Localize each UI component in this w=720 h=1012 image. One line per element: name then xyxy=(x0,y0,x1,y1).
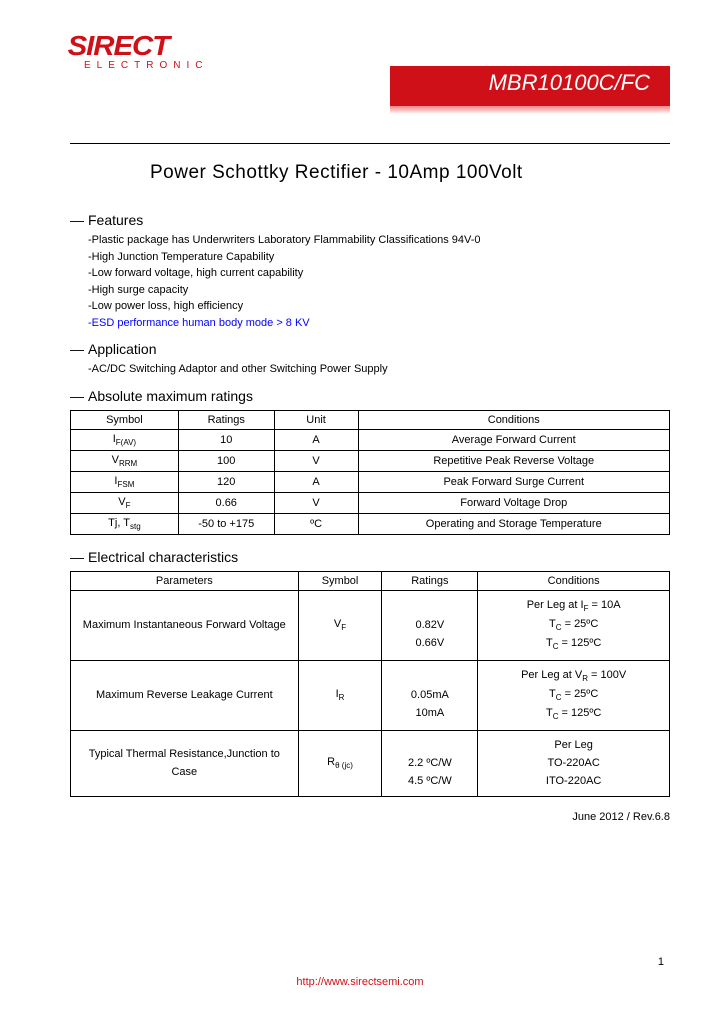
cell-symbol: IF(AV) xyxy=(71,429,179,450)
cell-unit: ºC xyxy=(274,514,358,535)
cell-unit: A xyxy=(274,429,358,450)
cell-symbol: IR xyxy=(298,661,382,731)
feature-item: -High surge capacity xyxy=(88,282,670,299)
brand-logo: SIRECT ELECTRONIC xyxy=(70,30,670,71)
cell-cond: Operating and Storage Temperature xyxy=(358,514,670,535)
application-heading: —Application xyxy=(70,341,670,357)
table-row: Maximum Reverse Leakage Current IR 0.05m… xyxy=(71,661,670,731)
col-symbol: Symbol xyxy=(71,410,179,429)
page-title: Power Schottky Rectifier - 10Amp 100Volt xyxy=(150,162,670,184)
table-header-row: Symbol Ratings Unit Conditions xyxy=(71,410,670,429)
cell-symbol: IFSM xyxy=(71,471,179,492)
cell-cond: Peak Forward Surge Current xyxy=(358,471,670,492)
cell-cond: Per Leg at VR = 100VTC = 25ºCTC = 125ºC xyxy=(478,661,670,731)
cell-rating: -50 to +175 xyxy=(178,514,274,535)
features-heading-text: Features xyxy=(88,212,143,228)
col-parameters: Parameters xyxy=(71,572,299,591)
col-ratings: Ratings xyxy=(382,572,478,591)
col-conditions: Conditions xyxy=(478,572,670,591)
logo-brand-text: SIRECT xyxy=(68,30,170,62)
table-row: IFSM120APeak Forward Surge Current xyxy=(71,471,670,492)
feature-item: -High Junction Temperature Capability xyxy=(88,249,670,266)
cell-unit: V xyxy=(274,450,358,471)
col-conditions: Conditions xyxy=(358,410,670,429)
application-list: -AC/DC Switching Adaptor and other Switc… xyxy=(88,361,670,378)
feature-item: -Low forward voltage, high current capab… xyxy=(88,265,670,282)
cell-symbol: VRRM xyxy=(71,450,179,471)
cell-rating: 100 xyxy=(178,450,274,471)
features-heading: —Features xyxy=(70,212,670,228)
cell-cond: Forward Voltage Drop xyxy=(358,493,670,514)
cell-cond: Average Forward Current xyxy=(358,429,670,450)
table-row: Tj, Tstg-50 to +175ºCOperating and Stora… xyxy=(71,514,670,535)
cell-rating: 10 xyxy=(178,429,274,450)
revision-text: June 2012 / Rev.6.8 xyxy=(70,811,670,823)
abs-max-table: Symbol Ratings Unit Conditions IF(AV)10A… xyxy=(70,410,670,536)
elec-heading: —Electrical characteristics xyxy=(70,549,670,565)
col-symbol: Symbol xyxy=(298,572,382,591)
cell-cond: Per Leg at IF = 10ATC = 25ºCTC = 125ºC xyxy=(478,591,670,661)
cell-cond: Per LegTO-220ACITO-220AC xyxy=(478,731,670,797)
cell-param: Maximum Reverse Leakage Current xyxy=(71,661,299,731)
feature-item: -Low power loss, high efficiency xyxy=(88,298,670,315)
feature-item-esd: -ESD performance human body mode > 8 KV xyxy=(88,315,670,332)
col-ratings: Ratings xyxy=(178,410,274,429)
part-number-banner-shadow xyxy=(390,106,670,114)
cell-symbol: VF xyxy=(298,591,382,661)
table-row: IF(AV)10AAverage Forward Current xyxy=(71,429,670,450)
footer-url: http://www.sirectsemi.com xyxy=(0,976,720,988)
elec-heading-text: Electrical characteristics xyxy=(88,549,238,565)
cell-symbol: Rθ (jc) xyxy=(298,731,382,797)
cell-symbol: Tj, Tstg xyxy=(71,514,179,535)
elec-table: Parameters Symbol Ratings Conditions Max… xyxy=(70,571,670,797)
cell-ratings: 0.82V0.66V xyxy=(382,591,478,661)
table-header-row: Parameters Symbol Ratings Conditions xyxy=(71,572,670,591)
table-row: Maximum Instantaneous Forward Voltage VF… xyxy=(71,591,670,661)
part-number-text: MBR10100C/FC xyxy=(390,70,650,96)
cell-symbol: VF xyxy=(71,493,179,514)
cell-ratings: 2.2 ºC/W4.5 ºC/W xyxy=(382,731,478,797)
cell-rating: 120 xyxy=(178,471,274,492)
cell-param: Typical Thermal Resistance,Junction to C… xyxy=(71,731,299,797)
col-unit: Unit xyxy=(274,410,358,429)
application-item: -AC/DC Switching Adaptor and other Switc… xyxy=(88,361,670,378)
page-number: 1 xyxy=(658,956,664,968)
application-heading-text: Application xyxy=(88,341,157,357)
abs-max-heading: —Absolute maximum ratings xyxy=(70,388,670,404)
cell-rating: 0.66 xyxy=(178,493,274,514)
cell-cond: Repetitive Peak Reverse Voltage xyxy=(358,450,670,471)
cell-param: Maximum Instantaneous Forward Voltage xyxy=(71,591,299,661)
header-divider xyxy=(70,143,670,144)
abs-max-heading-text: Absolute maximum ratings xyxy=(88,388,253,404)
feature-item: -Plastic package has Underwriters Labora… xyxy=(88,232,670,249)
cell-ratings: 0.05mA10mA xyxy=(382,661,478,731)
table-row: VF0.66VForward Voltage Drop xyxy=(71,493,670,514)
table-row: VRRM100VRepetitive Peak Reverse Voltage xyxy=(71,450,670,471)
cell-unit: A xyxy=(274,471,358,492)
cell-unit: V xyxy=(274,493,358,514)
features-list: -Plastic package has Underwriters Labora… xyxy=(88,232,670,331)
table-row: Typical Thermal Resistance,Junction to C… xyxy=(71,731,670,797)
